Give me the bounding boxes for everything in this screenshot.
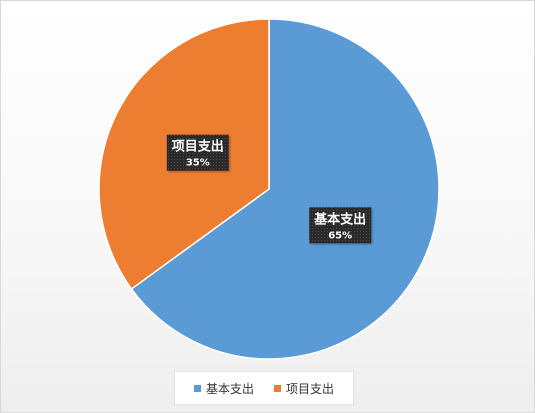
legend-swatch-basic xyxy=(193,384,201,392)
legend-item-project: 项目支出 xyxy=(274,380,334,397)
data-label-1: 项目支出 35% xyxy=(166,134,229,171)
data-label-name-0: 基本支出 xyxy=(313,211,366,227)
data-label-0: 基本支出 65% xyxy=(309,207,372,244)
legend-label-basic: 基本支出 xyxy=(205,381,254,396)
pie-slice-0 xyxy=(130,18,440,360)
legend-item-basic: 基本支出 xyxy=(193,380,254,397)
legend-label-project: 项目支出 xyxy=(286,381,335,396)
data-label-box-0 xyxy=(309,207,372,244)
legend: 基本支出 项目支出 xyxy=(174,371,354,405)
data-label-name-1: 项目支出 xyxy=(172,139,224,155)
data-label-value-0: 65% xyxy=(328,230,352,241)
data-label-value-1: 35% xyxy=(186,158,210,169)
data-label-box-1 xyxy=(166,134,229,171)
legend-swatch-project xyxy=(274,384,281,392)
